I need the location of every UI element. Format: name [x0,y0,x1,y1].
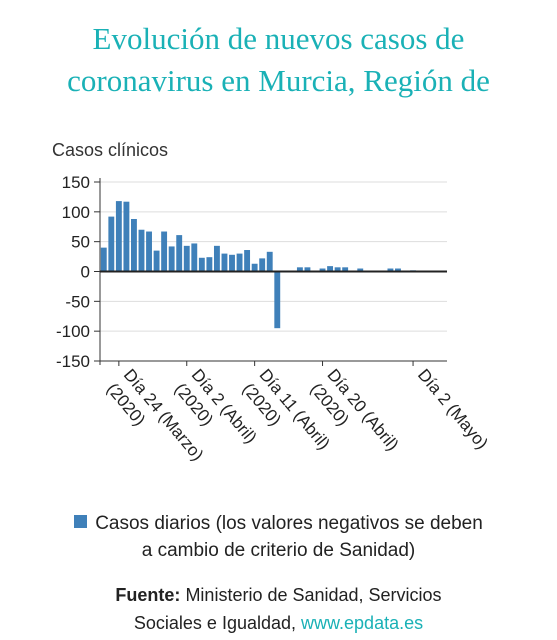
x-tick-label-group: Día 24 (Marzo)(2020) [103,365,207,464]
bar [138,229,145,272]
bar [123,201,130,272]
bar [342,267,349,272]
bar [183,245,190,272]
bar [274,271,281,329]
source-note: Fuente: Ministerio de Sanidad, Servicios… [0,581,557,637]
y-axis-ticks: 150 100 50 0 -50 -100 -150 [56,173,100,371]
bar [244,250,251,272]
bar [221,253,228,272]
bar [146,231,152,272]
bar [387,268,394,272]
source-text2: Sociales e Igualdad, [133,613,297,633]
bar [334,267,341,272]
y-tick-label: 100 [62,203,90,222]
bar [153,250,160,272]
bar-chart: Casos clínicos 150 100 50 0 -50 -100 -150 Día … [52,140,492,464]
y-tick-label: -100 [56,322,90,341]
bar [251,263,258,272]
y-tick-label: -150 [56,352,90,371]
bar [327,266,334,272]
bar [395,268,401,272]
legend-swatch [74,515,88,528]
y-tick-label: 150 [62,173,90,192]
chart-title: Evolución de nuevos casos de coronavirus… [0,18,557,102]
bar [259,258,266,272]
bar [115,201,122,272]
chart-title-line1: Evolución de nuevos casos de [92,21,465,56]
bar [213,245,220,272]
bar [206,257,213,272]
bar [236,253,243,272]
bar [131,218,137,272]
bar [319,268,326,272]
bar [108,216,115,272]
axes [99,178,447,365]
source-link[interactable]: www.epdata.es [301,613,424,633]
bar [266,251,273,272]
bar [357,268,364,272]
bar [304,267,311,272]
x-tick-label-group: Día 20 (Abril)(2020) [307,365,403,454]
x-tick-label-group: Día 2 (Mayo) [414,365,492,452]
bar [296,267,303,272]
bar [161,231,168,272]
source-label: Fuente: [115,585,181,605]
bar [168,246,175,272]
y-axis-label: Casos clínicos [52,140,168,160]
source-text1: Ministerio de Sanidad, Servicios [185,585,442,605]
y-tick-label: 0 [81,263,90,282]
y-tick-label: -50 [65,292,90,311]
bar [229,254,235,272]
legend: Casos diarios (los valores negativos se … [0,510,557,564]
legend-line2: a cambio de criterio de Sanidad) [141,540,416,561]
bars [100,201,416,329]
bar [198,257,205,272]
x-axis-ticks: Día 24 (Marzo)(2020) Día 2 (Abril)(2020) D… [103,361,492,464]
chart-title-line2: coronavirus en Murcia, Región de [67,63,490,98]
x-tick-label: Día 2 (Mayo) [414,365,492,452]
legend-line1: Casos diarios (los valores negativos se … [95,513,483,534]
bar [176,235,183,272]
bar [191,243,198,272]
bar [100,247,107,272]
y-tick-label: 50 [71,233,90,252]
